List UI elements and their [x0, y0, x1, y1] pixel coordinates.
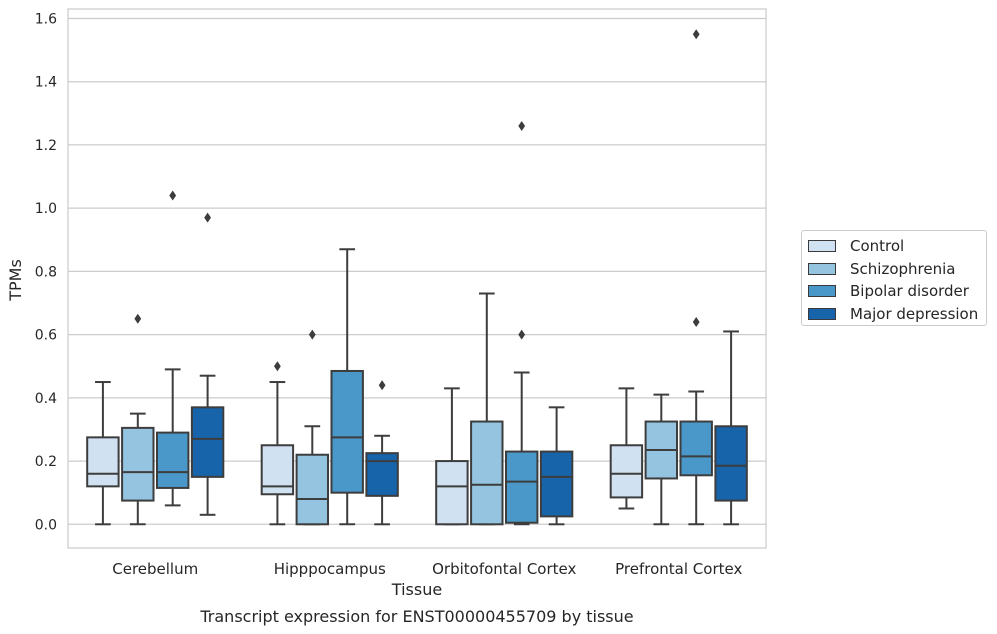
legend-swatch — [808, 285, 836, 298]
box-schizophrenia — [470, 292, 504, 526]
box-body — [121, 426, 155, 502]
legend-label: Major depression — [850, 304, 979, 323]
legend-label: Schizophrenia — [850, 259, 956, 278]
box-body — [86, 436, 120, 488]
outlier-point — [204, 212, 211, 223]
box-major-depression — [539, 406, 574, 526]
box-body — [295, 453, 330, 526]
x-tick-labels: Cerebellum Hipppocampus Orbitofontal Corte… — [112, 560, 742, 578]
box-body — [365, 452, 399, 497]
legend-item: Bipolar disorder — [808, 280, 986, 303]
outlier-point — [518, 120, 526, 131]
outlier-point — [518, 329, 526, 340]
box-body — [155, 431, 190, 489]
y-tick-label: 0.4 — [35, 391, 57, 407]
y-tick-label: 0.0 — [35, 517, 57, 533]
box-body — [609, 444, 644, 499]
x-tick-label: Cerebellum — [112, 560, 198, 578]
box-control — [86, 381, 120, 526]
legend-label: Bipolar disorder — [850, 282, 969, 301]
box-control — [435, 387, 469, 526]
x-tick-label: Orbitofontal Cortex — [432, 560, 576, 578]
box-bipolar-disorder — [155, 190, 190, 507]
legend-label: Control — [850, 237, 905, 256]
legend: Control Schizophrenia Bipolar disorder Majo… — [801, 230, 987, 326]
legend-swatch — [808, 240, 836, 253]
y-tick-label: 0.2 — [35, 454, 57, 470]
y-axis-label: TPMs — [6, 259, 25, 302]
outlier-point — [134, 313, 142, 324]
outlier-point — [308, 329, 316, 340]
outlier-point — [378, 380, 386, 391]
x-tick-label: Hipppocampus — [274, 560, 386, 578]
box-bipolar-disorder — [679, 29, 713, 526]
y-tick-label: 0.6 — [35, 328, 57, 344]
box-body — [539, 450, 574, 518]
box-major-depression — [365, 380, 399, 526]
outlier-point — [692, 316, 700, 327]
legend-item: Major depression — [808, 303, 986, 326]
y-tick-label: 1.2 — [35, 138, 57, 154]
box-body — [435, 460, 469, 526]
y-tick-label: 0.8 — [35, 264, 57, 280]
y-tick-label: 1.4 — [35, 75, 57, 91]
box-body — [190, 406, 225, 478]
box-bipolar-disorder — [504, 120, 539, 526]
x-tick-label: Prefrontal Cortex — [615, 560, 742, 578]
y-tick-label: 1.6 — [35, 11, 57, 27]
boxes — [86, 29, 748, 526]
box-schizophrenia — [295, 329, 330, 526]
chart-caption: Transcript expression for ENST0000045570… — [199, 607, 633, 626]
box-bipolar-disorder — [330, 248, 364, 526]
legend-item: Schizophrenia — [808, 258, 986, 281]
box-control — [609, 387, 644, 510]
x-axis-label: Tissue — [391, 580, 442, 599]
box-major-depression — [714, 330, 748, 526]
box-body — [679, 420, 713, 477]
plot-frame — [67, 8, 767, 549]
box-body — [330, 369, 364, 494]
legend-item: Control — [808, 235, 986, 258]
legend-swatch — [808, 307, 836, 320]
legend-swatch — [808, 262, 836, 275]
outlier-point — [274, 361, 281, 372]
outlier-point — [692, 29, 700, 40]
box-body — [714, 425, 748, 502]
y-tick-labels: 0.0 0.2 0.4 0.6 0.8 1.0 1.2 1.4 1.6 — [35, 11, 57, 533]
box-schizophrenia — [644, 393, 679, 526]
outlier-point — [169, 190, 177, 201]
box-major-depression — [190, 212, 225, 516]
y-tick-label: 1.0 — [35, 201, 57, 217]
box-schizophrenia — [121, 313, 155, 526]
box-body — [504, 450, 539, 524]
box-body — [470, 420, 504, 526]
box-control — [260, 361, 295, 526]
